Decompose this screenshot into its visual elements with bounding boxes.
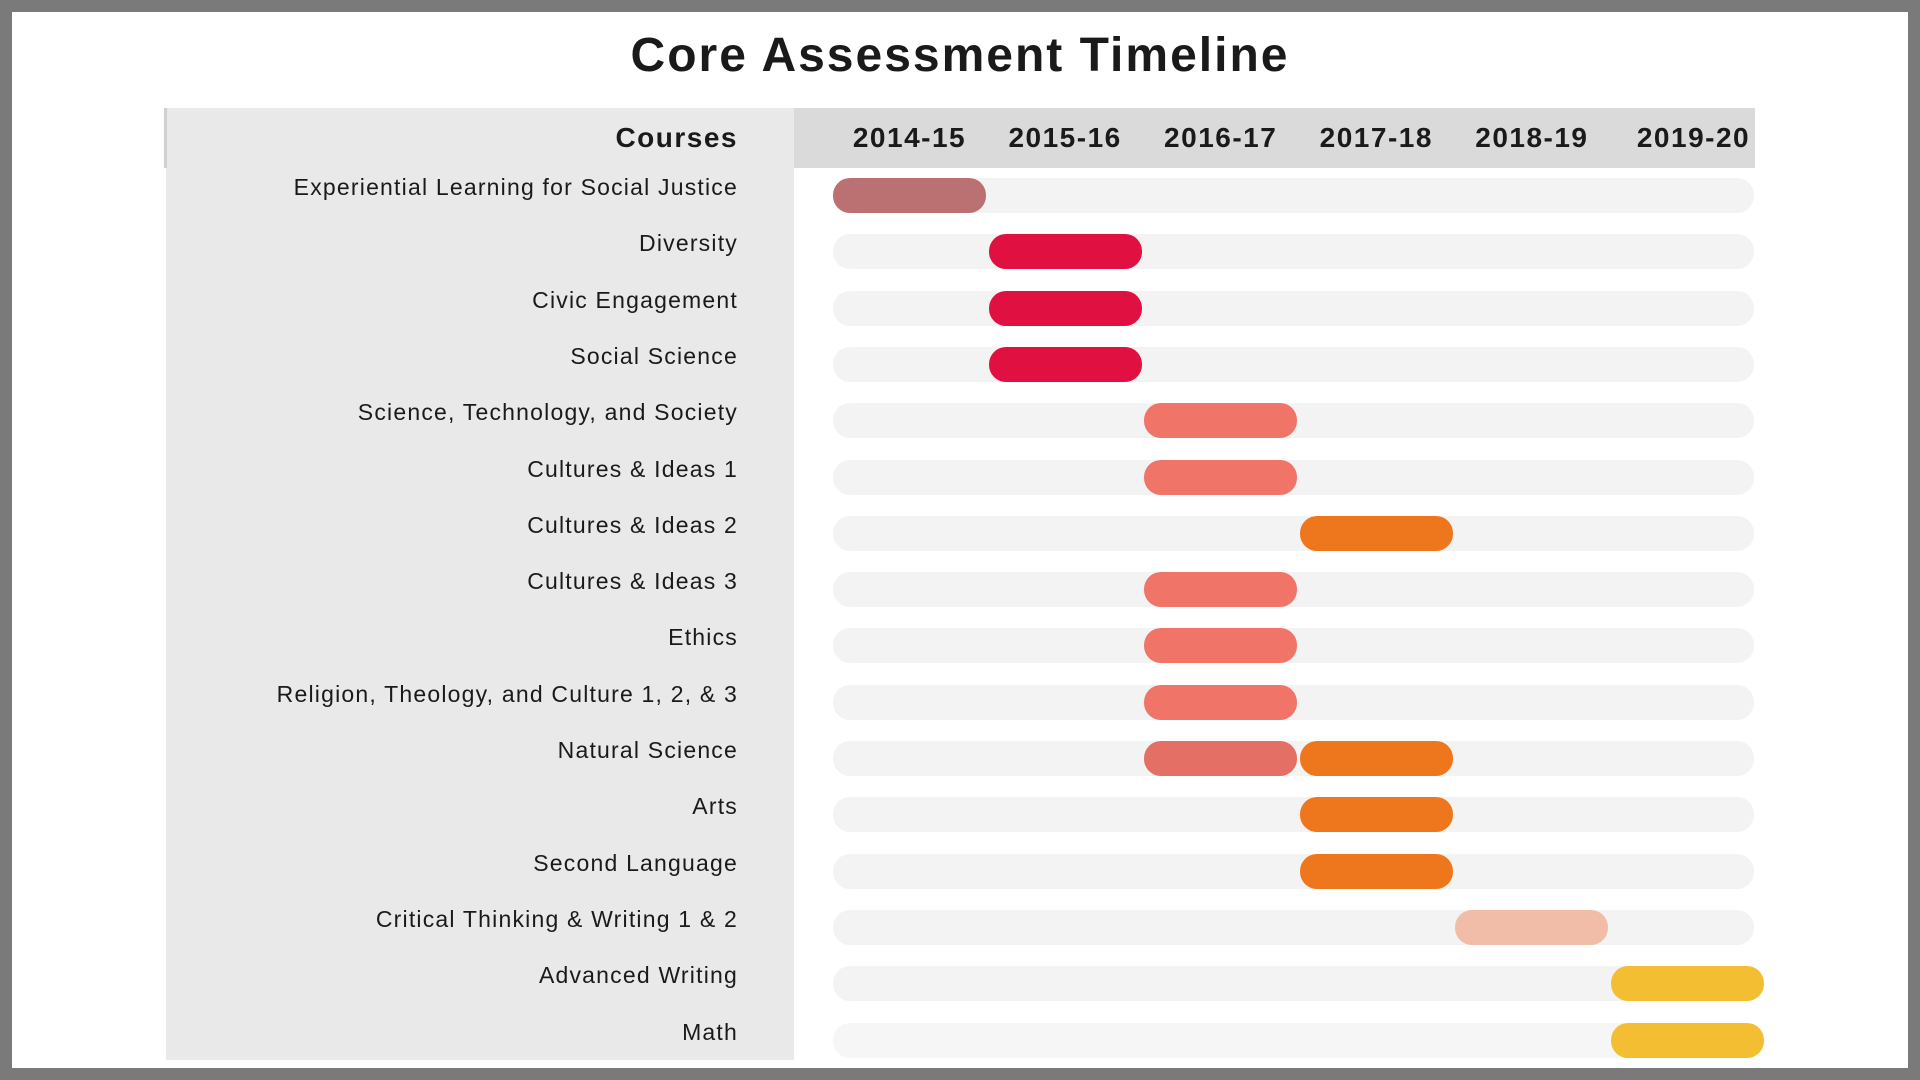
timeline-bar <box>1144 572 1298 608</box>
timeline-track <box>833 797 1754 833</box>
year-label: 2016-17 <box>1164 122 1278 153</box>
timeline-bar <box>1299 741 1453 776</box>
course-label: Religion, Theology, and Culture 1, 2, & … <box>276 680 738 707</box>
course-label: Arts <box>692 793 738 820</box>
course-label: Science, Technology, and Society <box>357 399 738 426</box>
year-label: 2014-15 <box>852 122 967 153</box>
timeline-track <box>833 909 1754 945</box>
timeline-bar <box>1611 966 1764 1002</box>
year-label: 2017-18 <box>1319 122 1433 153</box>
timeline-track <box>833 234 1754 270</box>
timeline-track <box>833 178 1754 213</box>
year-label: 2015-16 <box>1008 122 1122 153</box>
course-label: Ethics <box>668 624 738 651</box>
timeline-bar <box>988 290 1142 326</box>
timeline-bar <box>988 234 1142 270</box>
course-label: Advanced Writing <box>538 962 738 989</box>
year-label: 2019-20 <box>1636 122 1751 153</box>
timeline-bar <box>1144 403 1298 439</box>
timeline-bar <box>1144 459 1298 495</box>
timeline-bar <box>1299 853 1453 889</box>
course-label: Diversity <box>639 230 738 257</box>
timeline-bar <box>1144 684 1298 720</box>
course-label: Civic Engagement <box>532 286 738 313</box>
timeline-track <box>833 290 1754 326</box>
course-label: Second Language <box>533 849 738 876</box>
course-label: Social Science <box>570 342 738 369</box>
chart-title: Core Assessment Timeline <box>630 29 1290 82</box>
timeline-track <box>833 515 1754 551</box>
course-label: Natural Science <box>557 737 738 763</box>
course-label: Experiential Learning for Social Justice <box>293 174 738 200</box>
timeline-bar <box>1455 909 1609 945</box>
timeline-track <box>833 1022 1754 1058</box>
timeline-bar <box>1144 741 1298 776</box>
timeline-bar <box>1611 1022 1764 1058</box>
timeline-track <box>833 853 1754 889</box>
timeline-track <box>833 966 1754 1002</box>
timeline-bar <box>988 346 1142 382</box>
timeline-bar <box>1299 797 1453 833</box>
year-header: 2014-15 2015-16 2016-17 2017-18 2018-19 2019-… <box>794 108 1755 168</box>
timeline-bar <box>833 178 986 213</box>
timeline-bar <box>1144 628 1298 664</box>
timeline-track <box>833 346 1754 382</box>
course-label: Critical Thinking & Writing 1 & 2 <box>375 905 738 932</box>
course-label: Cultures & Ideas 1 <box>527 455 738 482</box>
course-label: Cultures & Ideas 3 <box>527 568 738 595</box>
timeline-bar <box>1299 515 1453 551</box>
courses-header: Courses <box>615 122 738 153</box>
course-label: Math <box>682 1018 738 1045</box>
course-label: Cultures & Ideas 2 <box>527 511 738 538</box>
year-label: 2018-19 <box>1475 122 1589 153</box>
courses-panel <box>166 108 794 1060</box>
header-edge <box>164 108 167 168</box>
